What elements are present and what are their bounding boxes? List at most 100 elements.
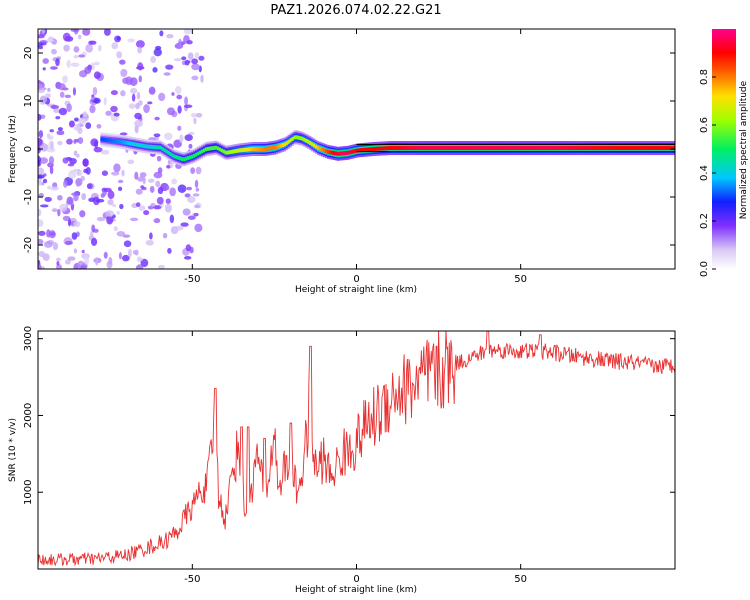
ridge-cell: [116, 139, 119, 144]
noise-blob: [66, 59, 71, 68]
noise-blob: [40, 204, 49, 208]
noise-blob: [140, 258, 149, 268]
noise-blob: [132, 250, 137, 255]
ridge-cell: [200, 149, 204, 154]
noise-blob: [135, 188, 143, 195]
ridge-cell: [159, 145, 162, 150]
ridge-cell: [476, 146, 479, 151]
ridge-cell: [346, 150, 349, 155]
noise-blob: [152, 67, 158, 73]
ridge-cell: [541, 146, 544, 151]
ridge-cell: [206, 146, 209, 151]
ridge-cell: [527, 146, 531, 151]
noise-blob: [113, 226, 118, 232]
ridge-cell: [307, 139, 310, 144]
ridge-cell: [573, 146, 576, 151]
noise-blob: [59, 203, 68, 212]
noise-blob: [38, 174, 45, 179]
ridge-cell: [224, 150, 227, 155]
noise-blob: [47, 185, 52, 190]
noise-blob: [129, 77, 138, 86]
ridge-cell: [183, 157, 186, 162]
noise-blob: [135, 40, 145, 49]
ridge-cell: [393, 146, 397, 151]
noise-blob: [137, 62, 144, 71]
ridge-cell: [478, 146, 481, 151]
noise-blob: [90, 138, 99, 147]
noise-blob: [187, 215, 196, 220]
noise-blob: [118, 252, 122, 260]
spectral-ridge: [100, 130, 675, 167]
noise-blob: [153, 205, 162, 210]
noise-blob: [182, 208, 191, 216]
ridge-cell: [433, 146, 436, 151]
x-tick-label: -50: [184, 274, 200, 285]
ridge-cell: [289, 138, 292, 143]
ridge-cell: [547, 146, 550, 151]
ridge-cell: [512, 146, 515, 151]
ridge-cell: [504, 146, 507, 151]
ridge-cell: [661, 146, 665, 151]
ridge-cell: [468, 146, 471, 151]
noise-blob: [195, 112, 203, 118]
colorbar-tick-label: 0.4: [699, 165, 710, 181]
noise-blob: [38, 130, 44, 139]
ridge-cell: [342, 151, 345, 156]
noise-blob: [116, 210, 120, 215]
noise-blob: [186, 40, 193, 45]
noise-blob: [46, 147, 56, 153]
ridge-cell: [490, 146, 493, 151]
ridge-cell: [441, 146, 444, 151]
noise-blob: [101, 170, 108, 176]
noise-blob: [184, 96, 189, 106]
ridge-cell: [632, 146, 635, 151]
ridge-cell: [435, 146, 438, 151]
ridge-cell: [232, 149, 235, 154]
ridge-cell: [427, 146, 430, 151]
ridge-cell: [257, 147, 261, 151]
noise-blob: [187, 196, 196, 204]
noise-blob: [142, 176, 146, 185]
ridge-cell: [108, 138, 111, 143]
ridge-cell: [222, 149, 225, 154]
ridge-cell: [250, 147, 253, 152]
ridge-cell: [189, 155, 192, 160]
noise-blob: [48, 135, 54, 141]
ridge-cell: [579, 146, 582, 151]
ridge-cell: [301, 136, 304, 141]
ridge-cell: [198, 150, 202, 155]
ridge-cell: [214, 145, 217, 150]
ridge-cell: [125, 140, 129, 145]
ridge-cell: [470, 146, 473, 151]
ridge-cell: [196, 151, 200, 156]
ridge-cell: [287, 139, 290, 144]
noise-blob: [95, 256, 99, 266]
noise-blob: [186, 186, 192, 191]
noise-blob: [177, 184, 187, 193]
noise-blob: [145, 239, 154, 246]
noise-blob: [64, 94, 72, 99]
ridge-cell: [137, 143, 141, 148]
ridge-cell: [602, 146, 605, 151]
ridge-cell: [368, 147, 371, 152]
noise-blob: [176, 94, 183, 100]
ridge-cell: [500, 146, 503, 151]
ridge-cell: [464, 146, 468, 151]
noise-blob: [93, 71, 101, 80]
ridge-cell: [559, 146, 562, 151]
noise-blob: [116, 51, 123, 59]
noise-blob: [90, 237, 98, 246]
ridge-cell: [673, 146, 675, 151]
ridge-cell: [610, 146, 613, 151]
ridge-cell: [338, 151, 341, 156]
ridge-cell: [439, 146, 442, 151]
noise-blob: [62, 32, 71, 42]
ridge-cell: [179, 156, 182, 161]
colorbar-tick-label: 0.2: [699, 213, 710, 229]
ridge-cell: [498, 146, 501, 151]
ridge-cell: [208, 146, 211, 151]
ridge-cell: [120, 139, 123, 144]
noise-blob: [38, 263, 42, 269]
noise-blob: [65, 259, 71, 265]
ridge-cell: [588, 146, 592, 151]
